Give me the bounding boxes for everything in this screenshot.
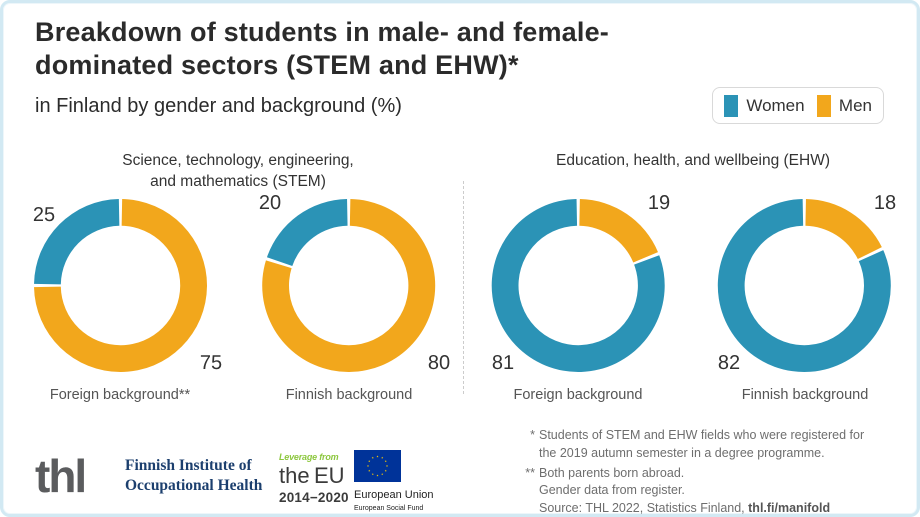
svg-text:19: 19 (648, 192, 670, 214)
svg-text:75: 75 (200, 352, 222, 374)
svg-text:25: 25 (33, 204, 55, 226)
svg-text:18: 18 (874, 192, 896, 214)
svg-text:20: 20 (259, 192, 281, 214)
svg-text:81: 81 (492, 352, 514, 374)
svg-text:82: 82 (718, 352, 740, 374)
svg-text:80: 80 (428, 352, 450, 374)
